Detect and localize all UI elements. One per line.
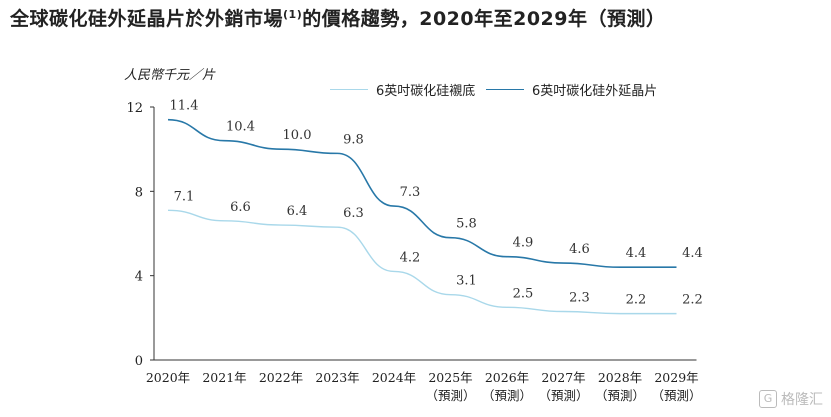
- data-label: 10.0: [283, 128, 312, 143]
- data-label: 3.1: [456, 274, 477, 289]
- legend-swatch-substrate: [330, 89, 368, 90]
- data-label: 4.6: [569, 242, 590, 257]
- legend-swatch-epiwafer: [486, 89, 524, 90]
- series-line-0: [167, 209, 677, 315]
- watermark-logo-icon: G: [759, 390, 777, 408]
- y-tick-label: 8: [135, 185, 143, 200]
- watermark: G 格隆汇: [759, 389, 823, 409]
- data-label: 2.2: [626, 293, 647, 308]
- x-tick-label: 2029年: [654, 370, 698, 385]
- chart-title: 全球碳化硅外延晶片於外銷市場(1)的價格趨勢，2020年至2029年（預測）: [10, 4, 666, 31]
- y-tick-label: 0: [135, 354, 143, 369]
- data-label: 7.1: [174, 189, 195, 204]
- data-label: 2.3: [569, 291, 590, 306]
- series-line-1: [167, 118, 677, 269]
- data-label: 4.9: [513, 236, 534, 251]
- x-tick-label: 2027年: [541, 370, 585, 385]
- x-tick-label: 2026年: [485, 370, 529, 385]
- data-label: 7.3: [400, 185, 421, 200]
- data-label: 2.2: [682, 293, 703, 308]
- data-label: 6.3: [343, 206, 364, 221]
- title-rest: 的價格趨勢，2020年至2029年（預測）: [302, 8, 666, 30]
- x-tick-sublabel: （預測）: [538, 388, 588, 403]
- data-label: 11.4: [170, 99, 199, 114]
- data-label: 4.4: [682, 246, 703, 261]
- title-main: 全球碳化硅外延晶片於外銷市場: [10, 8, 284, 30]
- data-label: 2.5: [513, 286, 534, 301]
- x-tick-label: 2021年: [202, 370, 246, 385]
- legend-label-substrate: 6英吋碳化硅襯底: [376, 84, 476, 99]
- y-tick-label: 4: [135, 270, 143, 285]
- legend-item-epiwafer: 6英吋碳化硅外延晶片: [486, 80, 657, 99]
- y-axis-unit-label: 人民幣千元／片: [124, 68, 216, 83]
- data-label: 4.4: [626, 246, 647, 261]
- data-label: 6.6: [230, 200, 251, 215]
- x-tick-label: 2024年: [372, 370, 416, 385]
- legend-item-substrate: 6英吋碳化硅襯底: [330, 80, 475, 99]
- x-tick-label: 2023年: [315, 370, 359, 385]
- watermark-text: 格隆汇: [781, 392, 823, 408]
- x-tick-sublabel: （預測）: [425, 388, 475, 403]
- data-label: 5.8: [456, 217, 477, 232]
- data-label: 10.4: [226, 120, 255, 135]
- x-tick-sublabel: （預測）: [482, 388, 532, 403]
- x-tick-label: 2020年: [146, 370, 190, 385]
- legend-label-epiwafer: 6英吋碳化硅外延晶片: [532, 84, 658, 99]
- data-label: 4.2: [400, 250, 421, 265]
- y-tick-label: 12: [126, 101, 143, 116]
- x-tick-label: 2025年: [428, 370, 472, 385]
- x-tick-label: 2022年: [259, 370, 303, 385]
- x-tick-label: 2028年: [598, 370, 642, 385]
- data-label: 6.4: [287, 204, 308, 219]
- x-tick-sublabel: （預測）: [595, 388, 645, 403]
- title-footnote-marker: (1): [283, 8, 303, 21]
- data-label: 9.8: [343, 132, 364, 147]
- x-tick-sublabel: （預測）: [651, 388, 701, 403]
